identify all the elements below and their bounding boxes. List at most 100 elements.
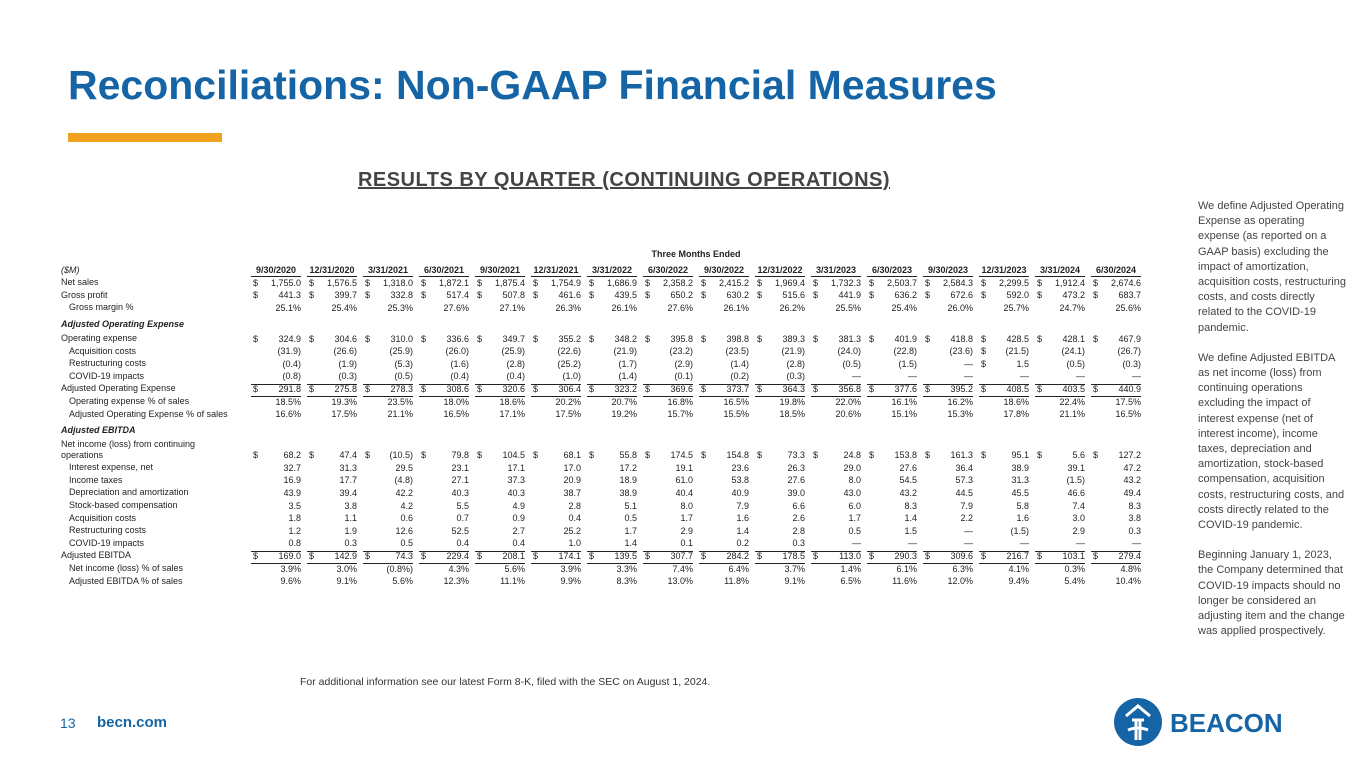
- cell: 291.8: [278, 383, 301, 394]
- cell: 630.2: [726, 290, 749, 301]
- cell: 1.5: [1016, 358, 1029, 369]
- cell: (2.9): [674, 358, 693, 369]
- cell: 636.2: [894, 290, 917, 301]
- cell: 73.3: [787, 450, 805, 461]
- cell: (1.5): [1066, 475, 1085, 486]
- cell: 3.0: [1072, 513, 1085, 524]
- cell: 8.0: [680, 500, 693, 511]
- currency: $: [645, 290, 651, 301]
- cell: (0.1): [674, 371, 693, 382]
- cell: 40.9: [731, 488, 749, 498]
- cell: 467.9: [1118, 333, 1141, 344]
- cell: (1.0): [562, 371, 581, 382]
- cell: 1,686.9: [606, 277, 637, 288]
- currency: $: [1037, 277, 1043, 288]
- cell: 25.4%: [891, 302, 917, 313]
- cell: 24.8: [843, 450, 861, 461]
- cell: 46.6: [1067, 488, 1085, 498]
- cell: 79.8: [451, 450, 469, 461]
- cell: 74.3: [395, 551, 413, 561]
- cell: 17.0: [563, 462, 581, 473]
- currency: $: [533, 383, 539, 394]
- cell: 178.5: [782, 551, 805, 561]
- cell: (2.8): [506, 358, 525, 369]
- cell: 364.3: [782, 383, 805, 394]
- currency: $: [1093, 383, 1099, 394]
- cell: 43.9: [283, 488, 301, 498]
- currency: $: [645, 277, 651, 288]
- title: Reconciliations: Non-GAAP Financial Meas…: [68, 62, 997, 108]
- cell: 36.4: [955, 462, 973, 473]
- cell: 0.3: [1128, 525, 1141, 536]
- cell: 26.0%: [947, 302, 973, 313]
- total-rule: [475, 383, 525, 397]
- cell: 9.4%: [1008, 576, 1029, 587]
- currency: $: [869, 551, 875, 561]
- currency: $: [757, 450, 763, 461]
- cell: 1,732.3: [830, 277, 861, 288]
- cell: 174.1: [558, 551, 581, 561]
- cell: 381.3: [838, 333, 861, 344]
- cell: (5.3): [394, 358, 413, 369]
- accent-bar: [68, 133, 222, 142]
- cell: 1,912.4: [1054, 277, 1085, 288]
- cell: 6.4%: [728, 563, 749, 574]
- cell: 323.2: [614, 383, 637, 394]
- cell: 18.0%: [443, 396, 469, 407]
- cell: 5.8: [1016, 500, 1029, 511]
- cell: (2.8): [786, 358, 805, 369]
- cell: 461.6: [558, 290, 581, 301]
- cell: 403.5: [1062, 383, 1085, 394]
- cell: 1.4: [736, 525, 749, 536]
- cell: 332.8: [390, 290, 413, 301]
- cell: 27.6: [787, 475, 805, 486]
- cell: 27.1: [451, 475, 469, 486]
- cell: 2.9: [680, 525, 693, 536]
- cell: 441.9: [838, 290, 861, 301]
- page-number: 13: [60, 715, 76, 731]
- currency: $: [813, 551, 819, 561]
- cell: (0.3): [1122, 358, 1141, 369]
- cell: 2,299.5: [998, 277, 1029, 288]
- currency: $: [589, 277, 595, 288]
- currency: $: [421, 277, 427, 288]
- cell: 1.4: [624, 538, 637, 549]
- currency: $: [589, 290, 595, 301]
- cell: 161.3: [950, 450, 973, 461]
- total-rule: [531, 551, 581, 564]
- cell: 1.4: [904, 513, 917, 524]
- cell: 7.9: [736, 500, 749, 511]
- cell: 5.6%: [392, 576, 413, 587]
- currency: $: [925, 450, 931, 461]
- cell: (1.9): [338, 358, 357, 369]
- cell: (1.4): [730, 358, 749, 369]
- total-rule: [923, 383, 973, 397]
- cell: 25.2: [563, 525, 581, 536]
- currency: $: [701, 450, 707, 461]
- cell: 18.5%: [779, 409, 805, 420]
- currency: $: [365, 450, 371, 461]
- column-header: 12/31/2023: [979, 265, 1029, 277]
- cell: 19.1: [675, 462, 693, 473]
- cell: 2,503.7: [886, 277, 917, 288]
- unit-label: ($M): [61, 265, 80, 275]
- cell: 336.6: [446, 333, 469, 344]
- cell: 5.6: [1072, 450, 1085, 461]
- currency: $: [925, 551, 931, 561]
- cell: 2.8: [568, 500, 581, 511]
- cell: 27.6%: [443, 302, 469, 313]
- total-rule: [1091, 551, 1141, 564]
- cell: 7.4: [1072, 500, 1085, 511]
- total-rule: [1035, 551, 1085, 564]
- currency: $: [477, 551, 483, 561]
- cell: 0.3%: [1064, 563, 1085, 574]
- currency: $: [925, 277, 931, 288]
- cell: 672.6: [950, 290, 973, 301]
- cell: (22.6): [557, 346, 581, 357]
- cell: 1,754.9: [550, 277, 581, 288]
- cell: 1.4%: [840, 563, 861, 574]
- cell: (0.8%): [386, 563, 413, 574]
- cell: 40.4: [675, 488, 693, 498]
